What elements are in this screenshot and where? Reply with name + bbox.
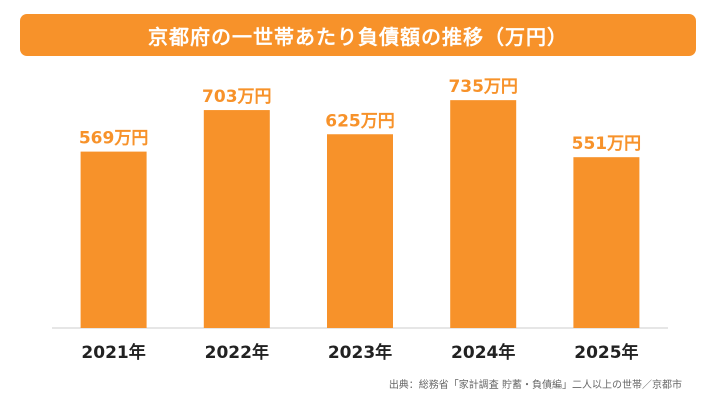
data-label: 703万円 — [202, 87, 272, 107]
bar-2022年 — [203, 110, 270, 328]
x-tick-label: 2024年 — [451, 342, 515, 363]
data-label: 569万円 — [79, 129, 149, 149]
x-tick-label: 2022年 — [205, 342, 269, 363]
bar-2025年 — [573, 157, 640, 328]
chart-title: 京都府の一世帯あたり負債額の推移（万円） — [148, 24, 568, 49]
bar-2023年 — [327, 134, 393, 328]
x-tick-label: 2023年 — [328, 342, 392, 363]
data-label: 551万円 — [572, 134, 642, 154]
chart-title-bar: 京都府の一世帯あたり負債額の推移（万円） — [20, 14, 696, 56]
source-note: 出典：総務省「家計調査 貯蓄・負債編」二人以上の世帯／京都市 — [388, 380, 682, 391]
bar-2021年 — [80, 151, 147, 328]
x-tick-label: 2025年 — [574, 342, 638, 363]
data-label: 735万円 — [448, 77, 518, 97]
data-label: 625万円 — [325, 111, 395, 131]
x-tick-label: 2021年 — [81, 342, 145, 363]
bar-2024年 — [450, 100, 517, 329]
